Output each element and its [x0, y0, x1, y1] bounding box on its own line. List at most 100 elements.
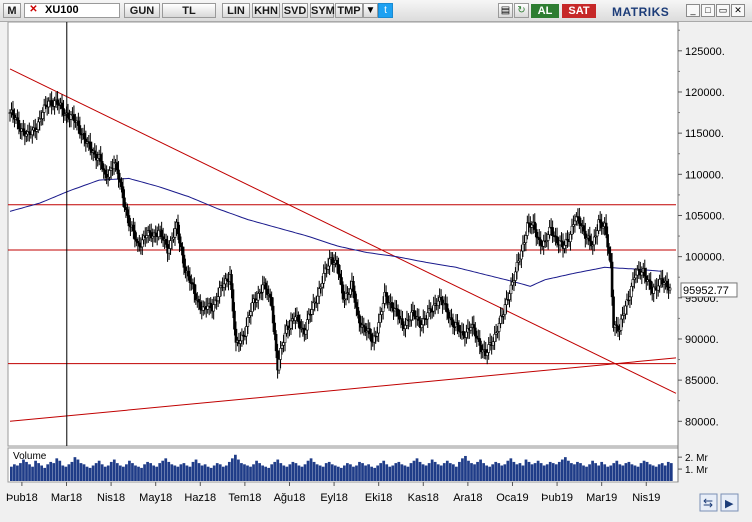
- volume-bar: [388, 466, 392, 481]
- price-panel[interactable]: [7, 22, 679, 447]
- volume-bar: [585, 466, 588, 481]
- candle-body: [234, 328, 238, 343]
- volume-button[interactable]: SVD: [282, 3, 308, 18]
- sell-button[interactable]: SAT: [562, 4, 596, 18]
- refresh-icon[interactable]: ↻: [514, 3, 529, 18]
- volume-series: [10, 454, 673, 481]
- candle-body: [83, 133, 86, 140]
- volume-bar: [288, 464, 292, 481]
- candle-body: [16, 117, 19, 121]
- brand-logo: MATRIKS: [612, 5, 670, 19]
- twitter-icon[interactable]: t: [378, 3, 393, 18]
- volume-bar: [34, 460, 37, 481]
- candle-body: [609, 253, 612, 263]
- candle-body: [472, 324, 476, 329]
- candle-body: [582, 225, 586, 232]
- chart-icon[interactable]: ▤: [498, 3, 513, 18]
- volume-bar: [212, 465, 216, 481]
- candle-body: [294, 316, 297, 321]
- candle-body: [103, 169, 107, 175]
- trendline: [9, 68, 677, 394]
- volume-bar: [606, 466, 610, 481]
- logo-button[interactable]: M: [3, 3, 21, 18]
- candle-body: [668, 287, 672, 291]
- maximize-icon[interactable]: ▭: [716, 4, 730, 17]
- restore-icon[interactable]: □: [701, 4, 715, 17]
- candle-body: [251, 302, 254, 313]
- volume-bar: [333, 465, 337, 481]
- candle-body: [384, 292, 388, 297]
- volume-bar: [361, 463, 364, 481]
- x-tick-label: Oca19: [496, 492, 528, 504]
- x-tick-label: Tem18: [228, 492, 261, 504]
- volume-bar: [10, 466, 13, 481]
- candle-body: [612, 296, 615, 328]
- volume-bar: [346, 463, 349, 481]
- symbol-input[interactable]: XU100: [24, 3, 120, 18]
- candle-body: [60, 102, 64, 109]
- swap-icon: ⇆: [703, 496, 713, 510]
- candle-body: [326, 265, 330, 270]
- scroll-widget[interactable]: ⇆ ▶: [699, 493, 739, 512]
- volume-bar: [294, 463, 298, 481]
- linear-scale-button[interactable]: LIN: [222, 3, 250, 18]
- volume-bar: [518, 463, 522, 481]
- volume-bar: [400, 464, 404, 481]
- volume-bar: [109, 461, 113, 481]
- close-icon[interactable]: ✕: [731, 4, 745, 17]
- candle-body: [173, 228, 177, 238]
- candle-body: [368, 328, 372, 335]
- volume-bar: [451, 464, 455, 481]
- candle-body: [268, 293, 272, 298]
- chart-area[interactable]: 125000. 120000. 115000. 110000. 105000. 10000…: [0, 22, 752, 522]
- candle-body: [341, 284, 345, 300]
- buy-button[interactable]: AL: [531, 4, 559, 18]
- candle-body: [378, 314, 382, 323]
- volume-bar: [246, 465, 249, 481]
- candle-body: [592, 236, 596, 246]
- candle-body: [640, 271, 644, 276]
- volume-bar: [488, 466, 492, 481]
- candle-body: [340, 277, 343, 286]
- candle-body: [25, 133, 28, 137]
- minimize-icon[interactable]: _: [686, 4, 700, 17]
- candle-body: [352, 281, 355, 292]
- volume-bar: [291, 461, 295, 481]
- period-button[interactable]: GUN: [124, 3, 160, 18]
- volume-bar: [285, 466, 289, 481]
- candle-body: [197, 299, 201, 303]
- volume-bar: [376, 465, 380, 481]
- volume-bar: [461, 458, 464, 481]
- volume-bar: [551, 463, 555, 481]
- template-button[interactable]: TMP: [335, 3, 363, 18]
- volume-bar: [464, 455, 467, 481]
- volume-bar: [70, 461, 74, 481]
- candle-body: [245, 326, 248, 337]
- candle-body: [279, 348, 282, 360]
- candle-body: [606, 234, 609, 248]
- volume-bar: [421, 464, 425, 481]
- candle-body: [537, 237, 541, 241]
- candle-body: [478, 338, 482, 346]
- candle-body: [607, 246, 611, 254]
- candle-body: [420, 324, 424, 328]
- candle-body: [176, 221, 180, 235]
- candle-type-button[interactable]: KHN: [252, 3, 280, 18]
- volume-bar: [560, 459, 564, 481]
- volume-bar: [497, 463, 501, 481]
- volume-bar: [642, 460, 646, 481]
- scroll-right-button[interactable]: [720, 493, 739, 512]
- scroll-left-button[interactable]: [699, 493, 718, 512]
- currency-button[interactable]: TL: [162, 3, 216, 18]
- volume-bar: [476, 461, 479, 481]
- candle-body: [117, 169, 120, 180]
- volume-bar: [467, 460, 470, 481]
- candle-body: [108, 170, 111, 178]
- candle-body: [546, 234, 550, 241]
- volume-bar: [330, 464, 334, 481]
- symbol-button[interactable]: SYM: [310, 3, 335, 18]
- volume-bar: [97, 460, 101, 481]
- symbol-lookup-icon[interactable]: ✕: [29, 4, 38, 15]
- volume-bar: [379, 463, 383, 481]
- dropdown-arrow-icon[interactable]: ▼: [363, 3, 378, 18]
